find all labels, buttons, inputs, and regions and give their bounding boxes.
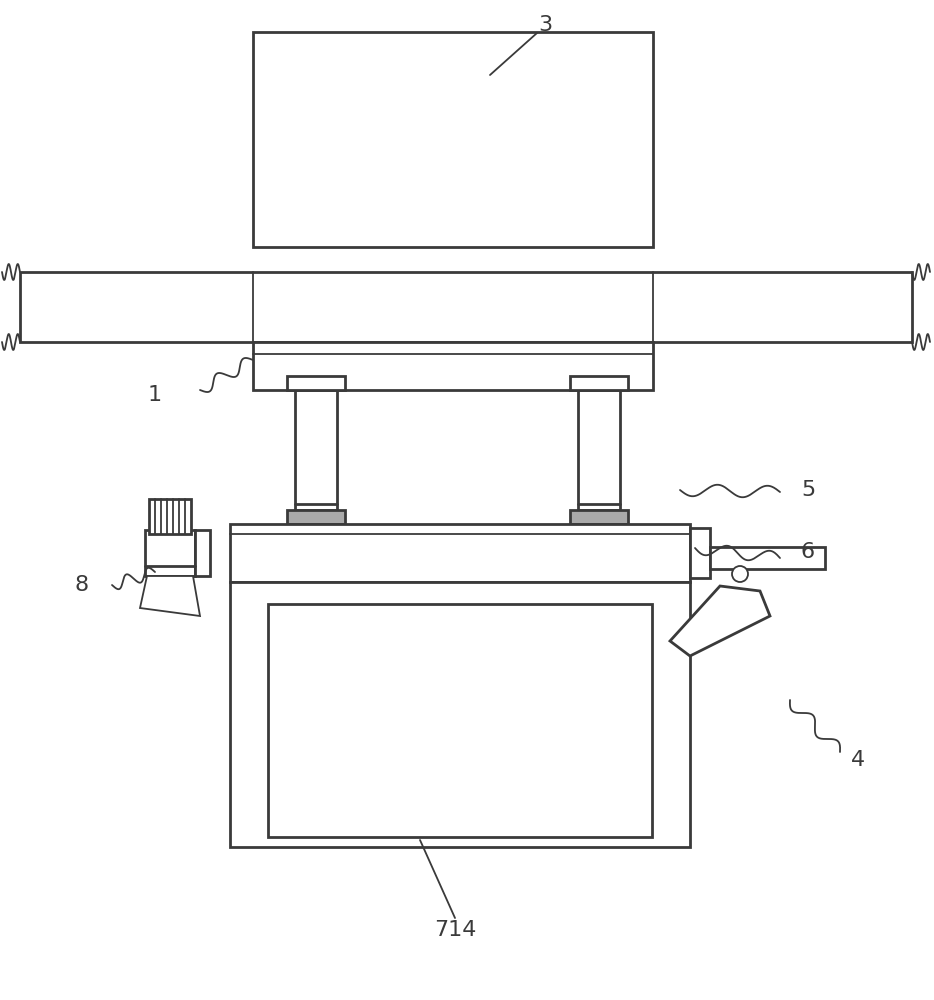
Bar (230, 582, 690, 847)
Bar (253, 342, 653, 390)
Bar (230, 524, 690, 582)
Bar (20, 272, 912, 342)
Bar (295, 390, 337, 510)
Text: 6: 6 (801, 542, 815, 562)
Text: 1: 1 (148, 385, 163, 405)
Bar (268, 604, 652, 837)
Bar (578, 390, 620, 510)
Bar (195, 530, 210, 576)
Text: 5: 5 (800, 480, 815, 500)
Bar (710, 547, 825, 569)
Text: 714: 714 (433, 920, 476, 940)
Text: 4: 4 (851, 750, 865, 770)
Text: 3: 3 (538, 15, 552, 35)
Bar (690, 528, 710, 578)
Bar (149, 499, 191, 534)
Text: 8: 8 (75, 575, 89, 595)
Bar (287, 510, 345, 524)
Bar (287, 376, 345, 390)
Bar (253, 32, 653, 247)
Circle shape (732, 566, 748, 582)
Bar (570, 510, 628, 524)
Polygon shape (140, 576, 200, 616)
Bar (570, 376, 628, 390)
Bar (145, 530, 195, 576)
Polygon shape (670, 586, 770, 656)
